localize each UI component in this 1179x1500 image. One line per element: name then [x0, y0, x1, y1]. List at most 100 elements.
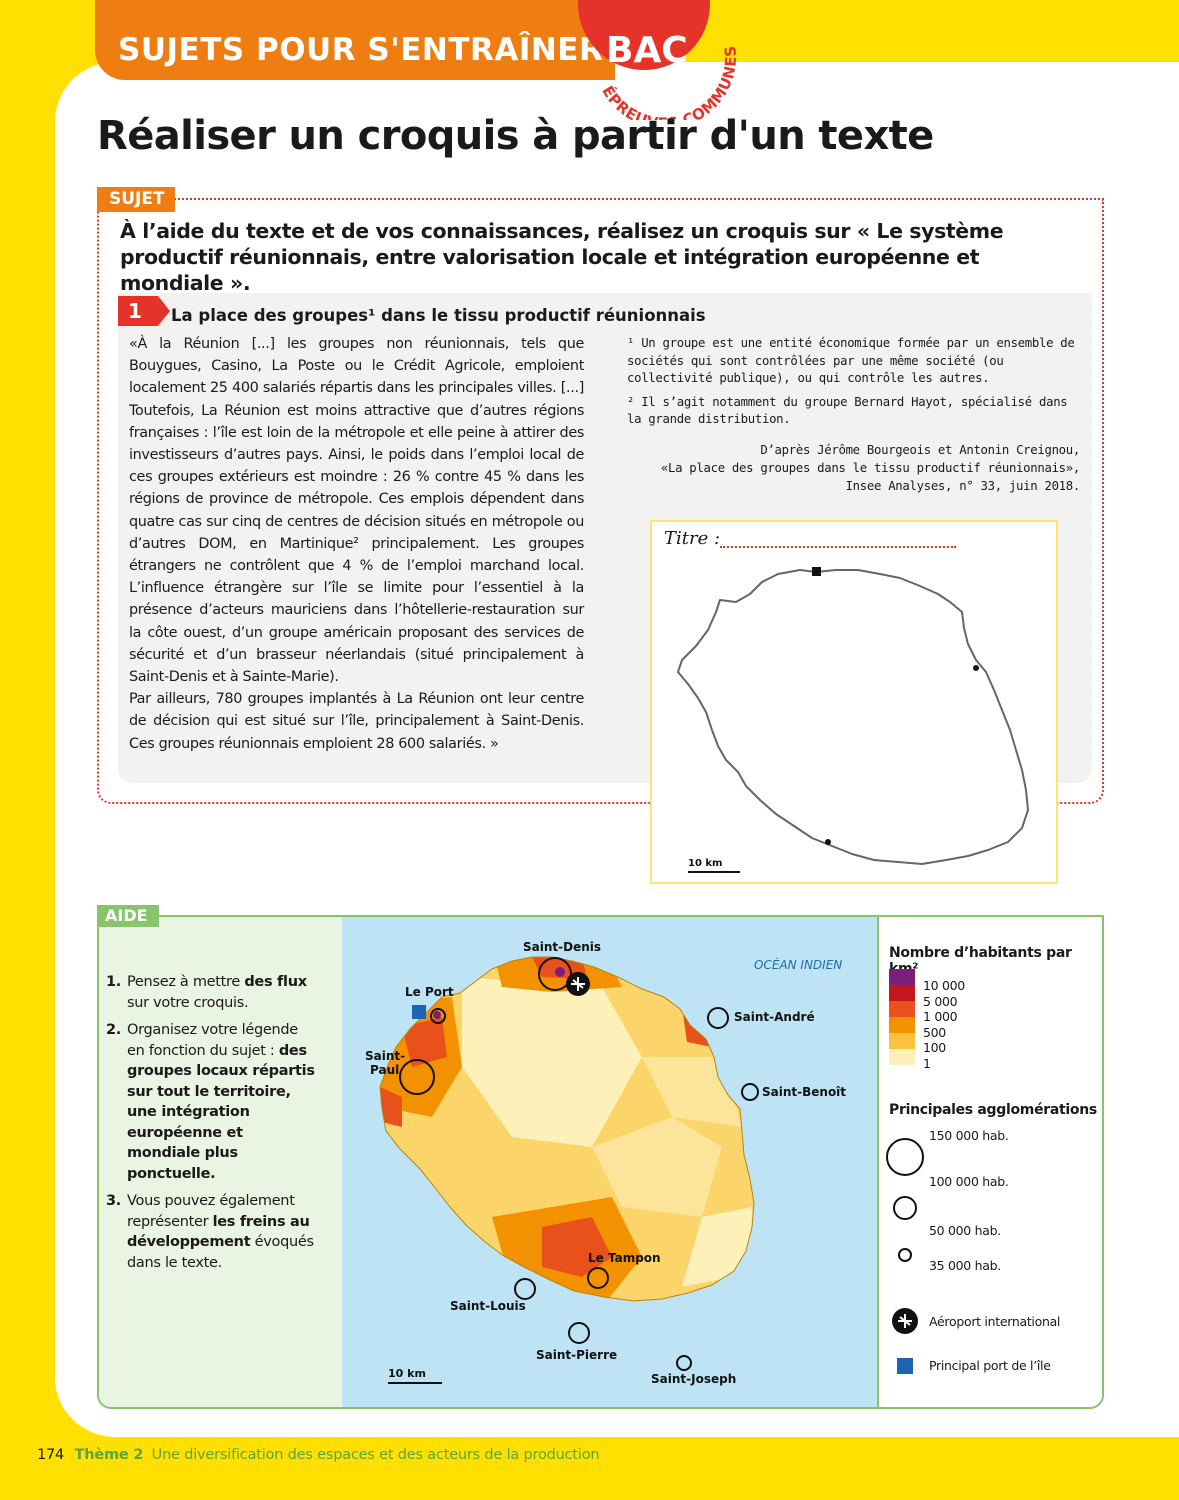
density-map: OCÉAN INDIEN [342, 917, 877, 1407]
aide-item-bold: les freins au développement [127, 1213, 310, 1251]
density-swatch [889, 1001, 915, 1017]
city-label-saint-paul-2: Paul [370, 1063, 399, 1077]
bac-label: BAC [606, 30, 688, 71]
city-label-le-port: Le Port [405, 985, 454, 999]
ocean-label: OCÉAN INDIEN [754, 957, 842, 972]
region-saint-paul [402, 1017, 447, 1067]
region-dense-core [433, 1011, 441, 1019]
city-label-saint-andre: Saint-André [734, 1010, 815, 1024]
svg-text:ÉPREUVES COMMUNES: ÉPREUVES COMMUNES [598, 45, 740, 120]
agglo-saint-paul [399, 1059, 435, 1095]
port-icon [412, 1005, 426, 1019]
footnote-2: ² Il s’agit notamment du groupe Bernard … [627, 394, 1068, 427]
bac-sub-label: ÉPREUVES COMMUNES [598, 45, 740, 120]
airport-legend-label: Aéroport international [929, 1314, 1061, 1329]
agglo-saint-pierre [568, 1322, 590, 1344]
agglo-legend-title: Principales agglomérations [889, 1102, 1097, 1118]
density-swatch [889, 1017, 915, 1033]
aide-item-number: 1. [106, 974, 121, 990]
airport-legend-icon [892, 1308, 918, 1334]
city-label-saint-benoit: Saint-Benoît [762, 1085, 846, 1099]
reunion-map-svg: OCÉAN INDIEN [365, 940, 846, 1386]
density-swatch-label: 100 [923, 1040, 946, 1055]
density-swatch-label: 5 000 [923, 993, 958, 1009]
city-label-saint-paul-1: Saint- [365, 1049, 405, 1063]
section-title: SUJETS POUR S'ENTRAÎNER [118, 32, 604, 68]
aide-left-panel [99, 917, 343, 1407]
source-line-3: Insee Analyses, n° 33, juin 2018. [845, 478, 1081, 493]
agglo-saint-andre [707, 1007, 729, 1029]
aide-item-number: 3. [106, 1193, 121, 1209]
croquis-outline-map: 10 km [677, 567, 1029, 873]
density-swatch [889, 969, 915, 985]
port-legend-icon [897, 1358, 913, 1374]
city-label-saint-joseph: Saint-Joseph [651, 1372, 736, 1386]
header-banner [95, 0, 615, 80]
sujet-tag: SUJET [97, 187, 175, 212]
aide-item-1: 1. Pensez à mettre des flux sur votre cr… [106, 972, 316, 1013]
agglo-le-port [430, 1008, 446, 1024]
aide-item-bold: des flux [244, 974, 307, 990]
croquis-scale-label: 10 km [688, 858, 722, 869]
footnote-1: ¹ Un groupe est une entité économique fo… [627, 336, 1075, 385]
aide-list: 1. Pensez à mettre des flux sur votre cr… [106, 972, 316, 1280]
aide-tag: AIDE [97, 905, 159, 927]
page-title: Réaliser un croquis à partir d'un texte [97, 113, 934, 159]
source-line-1: D’après Jérôme Bourgeois et Antonin Crei… [760, 443, 1080, 457]
page-number: 174 [37, 1447, 65, 1463]
port-legend-label: Principal port de l’île [929, 1358, 1051, 1373]
agglo-symbol-100k [893, 1196, 917, 1220]
aide-item-3: 3. Vous pouvez également représenter les… [106, 1191, 316, 1273]
page-footer: 174 Thème 2 Une diversification des espa… [37, 1447, 600, 1463]
city-label-saint-denis: Saint-Denis [523, 940, 601, 954]
density-swatch [889, 1049, 915, 1065]
city-labels: Saint-Denis Le Port Saint- Paul Saint-An… [365, 940, 846, 1386]
agglo-label-100k: 100 000 hab. [929, 1174, 1009, 1189]
region-dense-core [555, 967, 565, 977]
footnotes: ¹ Un groupe est une entité économique fo… [627, 335, 1082, 435]
croquis-title-blank[interactable] [720, 546, 956, 548]
map-divider [877, 917, 879, 1407]
region-east [592, 1117, 722, 1217]
aide-item-text: Pensez à mettre [127, 974, 245, 990]
aide-item-2: 2. Organisez votre légende en fonction d… [106, 1020, 316, 1184]
footer-theme: Thème 2 [74, 1447, 144, 1463]
agglo-saint-joseph [676, 1355, 692, 1371]
density-swatch-label: 1 000 [923, 1009, 958, 1024]
density-swatch [889, 1033, 915, 1049]
region-tampon [542, 1217, 612, 1277]
source-citation: D’après Jérôme Bourgeois et Antonin Crei… [640, 442, 1080, 495]
aide-item-number: 2. [106, 1022, 121, 1038]
document-title: La place des groupes¹ dans le tissu prod… [171, 306, 706, 325]
source-line-2: «La place des groupes dans le tissu prod… [660, 460, 1080, 475]
density-swatch [889, 985, 915, 1001]
density-swatch-label: 500 [923, 1024, 946, 1040]
aide-box [97, 915, 1104, 1409]
agglo-label-50k: 50 000 hab. [929, 1223, 1001, 1238]
document-text: «À la Réunion [...] les groupes non réun… [129, 333, 584, 755]
city-label-saint-louis: Saint-Louis [450, 1299, 526, 1313]
region-west-coast [380, 1087, 402, 1127]
agglo-label-150k: 150 000 hab. [929, 1128, 1009, 1143]
sujet-prompt: À l’aide du texte et de vos connaissance… [120, 219, 1004, 295]
aide-item-bold: des groupes locaux répartis sur tout le … [127, 1042, 315, 1182]
document-number: 1 [118, 296, 170, 326]
density-swatch-label: 10 000 [923, 978, 965, 993]
croquis-saint-joseph-marker [825, 839, 831, 845]
footer-description: Une diversification des espaces et des a… [151, 1447, 600, 1463]
agglo-symbol-150k [886, 1138, 924, 1176]
croquis-frame [650, 520, 1058, 884]
region-center [462, 977, 642, 1147]
agglo-saint-denis [538, 957, 572, 991]
document-paragraph-2: Par ailleurs, 780 groupes implantés à La… [129, 691, 584, 752]
agglo-symbol-35k [898, 1248, 912, 1262]
city-label-saint-pierre: Saint-Pierre [536, 1348, 617, 1362]
agglo-saint-louis [514, 1278, 536, 1300]
map-scale-label: 10 km [388, 1367, 426, 1380]
document-paragraph-1: «À la Réunion [...] les groupes non réun… [129, 336, 584, 686]
croquis-saint-denis-marker [812, 567, 821, 576]
aide-item-text: Vous pouvez également représenter [127, 1193, 295, 1230]
croquis-saint-benoit-marker [973, 665, 979, 671]
density-legend-title: Nombre d’habitants par km² [889, 945, 1072, 977]
